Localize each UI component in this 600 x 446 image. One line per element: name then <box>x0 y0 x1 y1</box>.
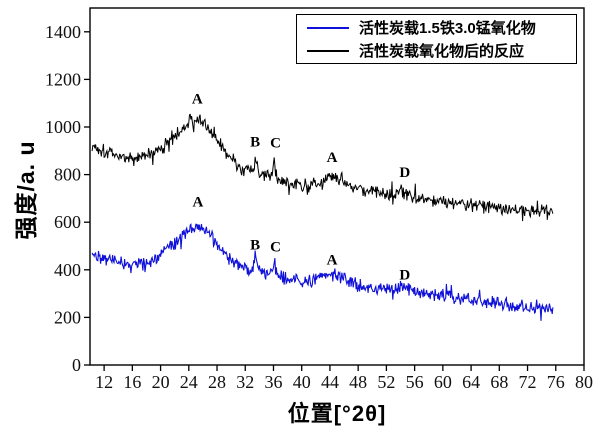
x-tick-label: 28 <box>208 372 226 392</box>
peak-label-C: C <box>270 239 281 255</box>
peak-label-A: A <box>193 194 204 210</box>
series-curve-0 <box>91 223 554 321</box>
peak-label-D: D <box>399 268 410 284</box>
y-tick-label: 600 <box>54 212 81 232</box>
x-tick-label: 16 <box>123 372 141 392</box>
peak-label-B: B <box>250 237 260 253</box>
y-tick-label: 200 <box>54 307 81 327</box>
x-tick-label: 60 <box>434 372 452 392</box>
legend-line-sample-blue <box>307 26 349 29</box>
peak-label-A: A <box>327 150 338 166</box>
x-tick-label: 24 <box>180 372 198 392</box>
y-tick-label: 1200 <box>45 69 81 89</box>
legend-line-sample-black <box>307 49 349 52</box>
x-tick-label: 56 <box>406 372 424 392</box>
y-tick-label: 0 <box>72 355 81 375</box>
legend-label: 活性炭载氧化物后的反应 <box>359 43 525 60</box>
y-tick-label: 1400 <box>45 22 81 42</box>
x-tick-label: 40 <box>293 372 311 392</box>
peak-label-A: A <box>192 91 203 107</box>
x-tick-label: 36 <box>264 372 282 392</box>
y-tick-label: 400 <box>54 260 81 280</box>
legend-label: 活性炭载1.5铁3.0锰氧化物 <box>359 20 536 37</box>
peak-label-B: B <box>250 134 260 150</box>
x-tick-label: 32 <box>236 372 254 392</box>
x-tick-label: 12 <box>95 372 113 392</box>
x-tick-label: 20 <box>152 372 170 392</box>
peak-label-D: D <box>399 165 410 181</box>
y-axis-title: 强度/a. u <box>13 140 39 240</box>
x-tick-label: 64 <box>462 372 480 392</box>
peak-label-A: A <box>327 253 338 269</box>
legend-item: 活性炭载1.5铁3.0锰氧化物 <box>307 17 576 39</box>
x-tick-label: 72 <box>519 372 537 392</box>
y-tick-label: 1000 <box>45 117 81 137</box>
legend-item: 活性炭载氧化物后的反应 <box>307 40 576 62</box>
legend: 活性炭载1.5铁3.0锰氧化物 活性炭载氧化物后的反应 <box>296 14 577 64</box>
x-tick-label: 48 <box>349 372 367 392</box>
x-tick-label: 52 <box>377 372 395 392</box>
plot-frame <box>89 7 585 366</box>
y-tick-label: 800 <box>54 165 81 185</box>
series-curve-1 <box>91 113 554 222</box>
x-tick-label: 68 <box>490 372 508 392</box>
x-tick-label: 80 <box>575 372 593 392</box>
x-axis-title: 位置[°2θ] <box>287 401 387 426</box>
peak-label-C: C <box>270 135 281 151</box>
x-tick-label: 44 <box>321 372 339 392</box>
x-tick-label: 76 <box>547 372 565 392</box>
